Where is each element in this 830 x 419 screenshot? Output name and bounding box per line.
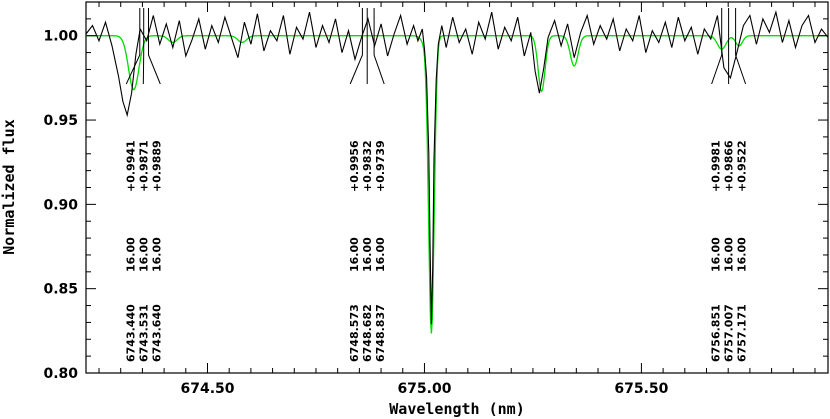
line-depth-label: +0.9866 [723, 140, 736, 192]
x-axis-title: Wavelength (nm) [389, 400, 524, 418]
line-strength-label: 16.00 [124, 237, 137, 272]
line-depth-label: +0.9889 [150, 140, 163, 192]
line-strength-label: 16.00 [348, 237, 361, 272]
x-tick-label: 674.50 [180, 381, 234, 397]
line-marker [735, 8, 747, 85]
line-wavelength-label: 6748.573 [348, 304, 361, 362]
line-depth-label: +0.9981 [710, 140, 723, 192]
line-depth-label: +0.9739 [374, 140, 387, 192]
line-strength-label: 16.00 [150, 237, 163, 272]
line-depth-label: +0.9956 [348, 140, 361, 192]
x-tick-label: 675.50 [614, 381, 668, 397]
line-depth-label: +0.9871 [137, 140, 150, 192]
line-wavelength-label: 6743.640 [150, 304, 163, 362]
line-strength-label: 16.00 [137, 237, 150, 272]
line-marker [148, 8, 161, 85]
line-wavelength-label: 6757.007 [723, 304, 736, 362]
line-wavelength-label: 6757.171 [736, 304, 749, 362]
y-tick-label: 0.90 [43, 197, 78, 213]
line-depth-label: +0.9522 [736, 140, 749, 192]
line-wavelength-label: 6743.440 [124, 304, 137, 362]
line-wavelength-label: 6748.682 [361, 304, 374, 362]
y-tick-label: 0.80 [43, 366, 78, 382]
line-strength-label: 16.00 [374, 237, 387, 272]
line-strength-label: 16.00 [723, 237, 736, 272]
y-tick-label: 0.85 [43, 282, 78, 298]
x-tick-label: 675.00 [397, 381, 451, 397]
line-wavelength-label: 6748.837 [374, 304, 387, 362]
y-axis: 0.80 0.85 0.90 0.95 1.00 [43, 1, 828, 382]
line-depth-label: +0.9832 [361, 140, 374, 192]
line-marker [125, 8, 141, 85]
plot-area: +0.9941 16.00 6743.440 +0.9871 16.00 6743.531… [85, 1, 829, 374]
y-tick-label: 1.00 [43, 29, 78, 45]
line-strength-label: 16.00 [710, 237, 723, 272]
line-wavelength-label: 6756.851 [710, 304, 723, 362]
y-axis-title: Normalized flux [0, 119, 18, 254]
line-marker [711, 8, 723, 85]
line-strength-label: 16.00 [736, 237, 749, 272]
line-annotations: +0.9941 16.00 6743.440 +0.9871 16.00 6743.531… [124, 140, 748, 362]
line-marker [373, 8, 385, 85]
line-markers [125, 8, 747, 85]
observed-spectrum-line [85, 9, 829, 325]
x-axis: 674.50 675.00 675.50 [98, 2, 816, 397]
y-tick-label: 0.95 [43, 113, 78, 129]
line-strength-label: 16.00 [361, 237, 374, 272]
line-depth-label: +0.9941 [124, 140, 137, 192]
line-marker [349, 8, 363, 85]
line-wavelength-label: 6743.531 [137, 304, 150, 362]
